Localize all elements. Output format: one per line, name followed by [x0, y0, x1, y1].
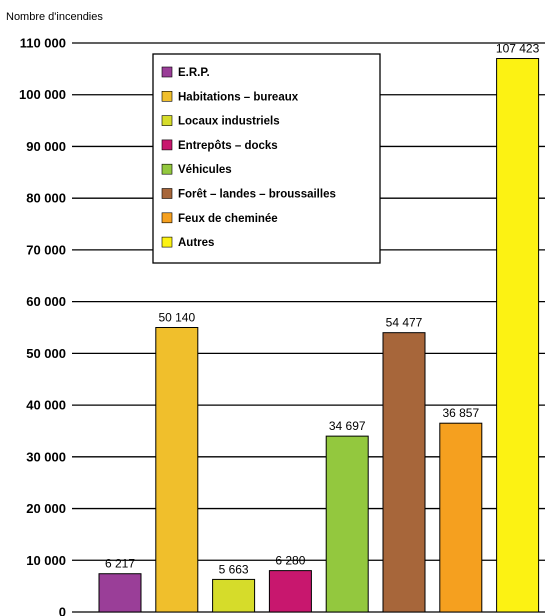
data-label: 5 663: [219, 562, 249, 576]
bar: [439, 422, 483, 613]
legend: E.R.P. Habitations – bureaux Locaux indust…: [152, 53, 381, 264]
data-label: 6 280: [275, 554, 305, 568]
y-axis-ticks: 0 10 000 20 000 30 000 40 000 50 000 60 000 70 …: [19, 36, 66, 616]
data-label: 54 477: [386, 316, 423, 330]
legend-label: Autres: [178, 237, 214, 249]
y-tick-label: 20 000: [26, 501, 66, 516]
bar: [212, 578, 256, 613]
legend-box: [152, 53, 381, 264]
legend-swatch: [161, 115, 173, 126]
bar: [382, 332, 426, 613]
legend-label: Véhicules: [178, 164, 232, 176]
legend-swatch: [161, 212, 173, 224]
y-tick-label: 0: [59, 605, 66, 616]
legend-swatch: [161, 139, 173, 151]
y-tick-label: 80 000: [26, 191, 66, 206]
legend-label: Entrepôts – docks: [178, 140, 278, 152]
bars: [98, 58, 540, 613]
bar: [268, 570, 312, 613]
y-tick-label: 60 000: [26, 294, 66, 309]
legend-swatch: [161, 188, 173, 199]
bar: [155, 327, 199, 613]
bar: [98, 573, 142, 613]
legend-swatch: [161, 236, 173, 248]
legend-swatch: [161, 66, 173, 78]
bar: [496, 58, 540, 613]
y-tick-label: 40 000: [26, 398, 66, 413]
data-label: 50 140: [158, 311, 195, 325]
legend-label: Forêt – landes – broussailles: [178, 189, 336, 201]
data-label: 34 697: [329, 419, 366, 433]
y-tick-label: 110 000: [20, 36, 66, 51]
data-labels: 6 217 50 140 5 663 6 280 34 697 54 477 36 857 1…: [105, 42, 540, 577]
y-tick-label: 70 000: [26, 242, 66, 257]
legend-label: Locaux industriels: [178, 116, 280, 128]
legend-swatch: [161, 163, 173, 175]
y-tick-label: 10 000: [26, 553, 66, 568]
y-axis-title: Nombre d'incendies: [6, 11, 103, 23]
legend-label: Habitations – bureaux: [178, 91, 299, 103]
data-label: 6 217: [105, 557, 135, 571]
y-tick-label: 50 000: [26, 346, 66, 361]
y-tick-label: 30 000: [26, 449, 66, 464]
y-tick-label: 100 000: [19, 87, 66, 102]
legend-label: E.R.P.: [178, 67, 210, 79]
bar: [325, 435, 369, 613]
data-label: 107 423: [496, 42, 540, 56]
data-label: 36 857: [442, 406, 479, 420]
legend-label: Feux de cheminée: [178, 213, 278, 225]
legend-swatch: [161, 91, 173, 102]
y-tick-label: 90 000: [26, 139, 66, 154]
